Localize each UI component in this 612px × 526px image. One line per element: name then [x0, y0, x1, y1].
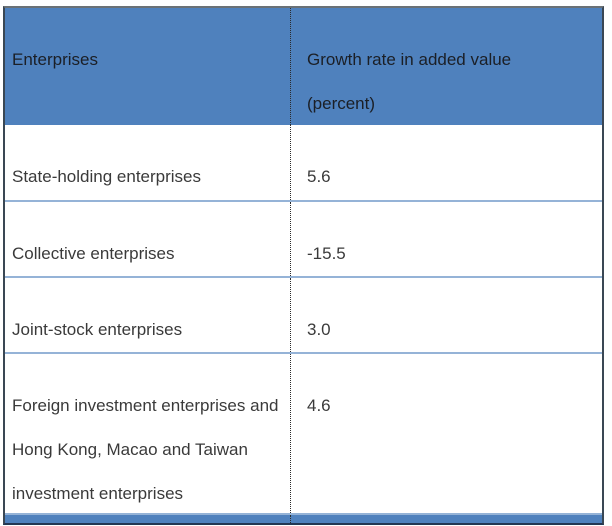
growth-rate-cell: -15.5	[291, 202, 602, 276]
growth-rate-cell: 5.6	[291, 125, 602, 200]
table-row-joint-stock: Joint-stock enterprises 3.0	[5, 276, 602, 352]
enterprise-cell: Joint-stock enterprises	[5, 278, 291, 352]
enterprise-label: Collective enterprises	[12, 244, 175, 263]
enterprise-label: State-holding enterprises	[12, 167, 202, 186]
enterprise-cell: Collective enterprises	[5, 202, 291, 276]
header-cell-growth-rate: Growth rate in added value (percent)	[291, 8, 602, 125]
growth-rate-value: 4.6	[307, 396, 331, 415]
enterprise-label: Foreign investment enterprises and Hong …	[12, 396, 279, 503]
growth-rate-value: 5.6	[307, 167, 331, 186]
footer-bar-right	[291, 515, 602, 523]
enterprise-cell: Foreign investment enterprises and Hong …	[5, 354, 291, 513]
table-row-collective: Collective enterprises -15.5	[5, 200, 602, 276]
header-cell-enterprises: Enterprises	[5, 8, 291, 125]
header-label-growth-rate-line1: Growth rate in added value	[307, 50, 512, 69]
footer-bar-left	[5, 515, 291, 523]
growth-rate-cell: 3.0	[291, 278, 602, 352]
table-header-row: Enterprises Growth rate in added value (…	[5, 8, 602, 125]
growth-rate-value: -15.5	[307, 244, 346, 263]
table-row-foreign-investment: Foreign investment enterprises and Hong …	[5, 352, 602, 513]
enterprise-cell: State-holding enterprises	[5, 125, 291, 200]
header-label-growth-rate-line2: (percent)	[307, 94, 376, 113]
growth-rate-value: 3.0	[307, 320, 331, 339]
table-footer-bar	[5, 513, 602, 523]
header-label-enterprises: Enterprises	[12, 50, 98, 69]
table-row-state-holding: State-holding enterprises 5.6	[5, 125, 602, 200]
growth-rate-table: Enterprises Growth rate in added value (…	[3, 6, 604, 525]
growth-rate-cell: 4.6	[291, 354, 602, 513]
enterprise-label: Joint-stock enterprises	[12, 320, 183, 339]
